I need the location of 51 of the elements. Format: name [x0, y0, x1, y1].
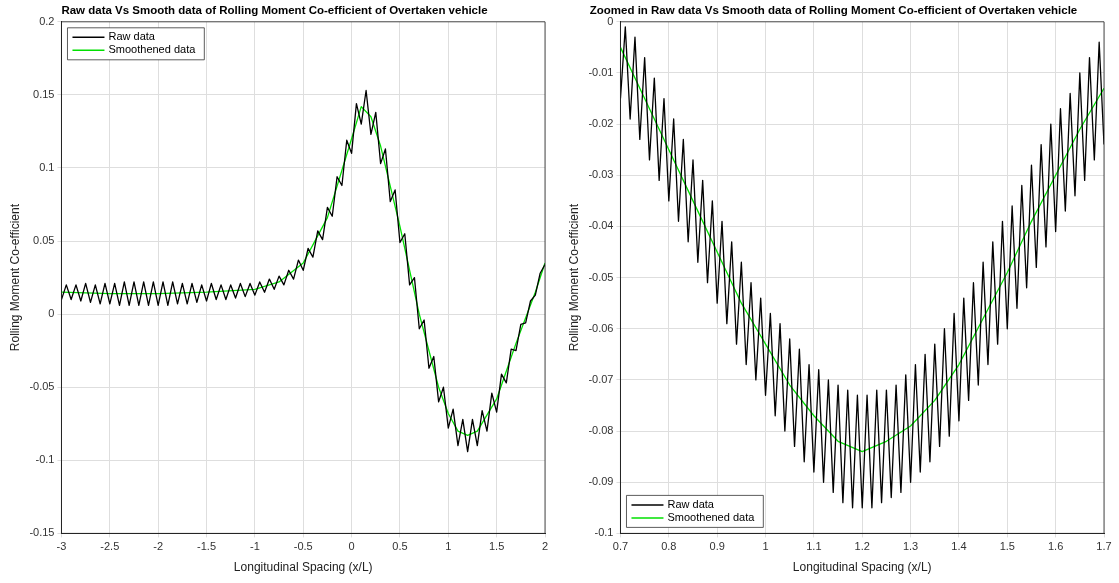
x-axis-title: Longitudinal Spacing (x/L) [233, 560, 373, 575]
x-tick-label: 1 [762, 540, 769, 553]
x-tick-label: 1.2 [854, 540, 870, 553]
x-tick-label: -2.5 [100, 540, 120, 553]
x-tick-label: 0 [348, 540, 355, 553]
y-tick-label: -0.08 [588, 424, 614, 437]
x-tick-label: 1.1 [806, 540, 822, 553]
x-tick-label: 0.8 [661, 540, 677, 553]
x-tick-label: 0.7 [612, 540, 629, 553]
y-tick-label: -0.09 [588, 475, 614, 488]
y-tick-label: 0.2 [39, 14, 55, 27]
x-tick-label: -2 [153, 540, 164, 553]
chart-title: Zoomed in Raw data Vs Smooth data of Rolling Moment Co-efficient of Overtaken vehicle [589, 4, 1078, 17]
y-axis-title: Rolling Moment Co-efficient [7, 203, 22, 352]
y-tick-label: -0.06 [588, 321, 614, 334]
y-tick-label: -0.05 [588, 270, 614, 283]
x-tick-label: 1.7 [1096, 540, 1112, 553]
y-tick-label: -0.03 [588, 168, 614, 181]
y-tick-label: 0 [607, 14, 614, 27]
x-tick-label: 2 [541, 540, 549, 553]
y-tick-label: -0.1 [594, 526, 614, 539]
x-tick-label: 0.9 [709, 540, 725, 553]
x-axis-title: Longitudinal Spacing (x/L) [792, 560, 932, 575]
y-tick-label: 0.05 [33, 234, 55, 247]
chart-title: Raw data Vs Smooth data of Rolling Moment Co-efficient of Overtaken vehicle [61, 4, 488, 17]
legend-label: Smoothened data [667, 510, 756, 523]
x-tick-label: -1 [249, 540, 260, 553]
x-tick-label: 1.5 [999, 540, 1015, 553]
y-tick-label: 0 [48, 307, 55, 320]
x-tick-label: -0.5 [293, 540, 313, 553]
x-tick-label: 1.5 [489, 540, 505, 553]
y-tick-label: -0.15 [29, 526, 55, 539]
x-tick-label: 0.5 [392, 540, 408, 553]
x-tick-label: 1.6 [1048, 540, 1064, 553]
y-tick-label: -0.1 [35, 453, 55, 466]
y-tick-label: -0.04 [588, 219, 614, 232]
y-tick-label: -0.05 [29, 380, 55, 393]
legend-label: Raw data [108, 30, 156, 43]
x-tick-label: 1.3 [902, 540, 919, 553]
y-tick-label: 0.1 [39, 161, 55, 173]
x-tick-label: -3 [56, 540, 67, 553]
legend-label: Raw data [667, 497, 715, 510]
legend-label: Smoothened data [108, 43, 197, 56]
x-tick-label: 1.4 [951, 540, 967, 553]
y-tick-label: 0.15 [33, 87, 55, 100]
y-axis-title: Rolling Moment Co-efficient [566, 203, 581, 352]
y-tick-label: -0.07 [588, 372, 614, 385]
y-tick-label: -0.02 [588, 117, 614, 130]
x-tick-label: -1.5 [197, 540, 217, 553]
y-tick-label: -0.01 [588, 65, 614, 78]
x-tick-label: 1 [445, 540, 452, 553]
